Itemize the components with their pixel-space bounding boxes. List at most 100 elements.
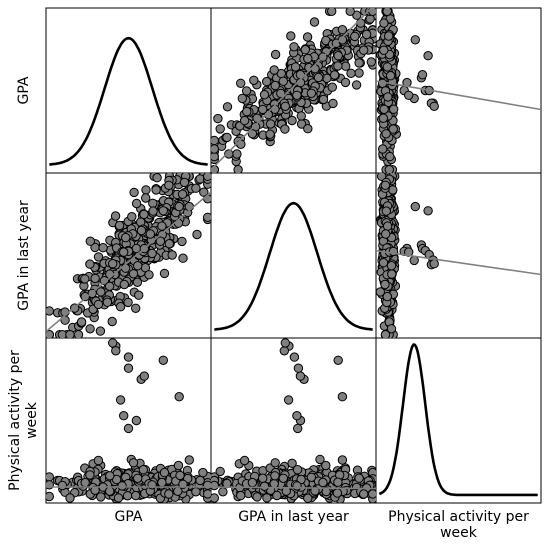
data-point xyxy=(279,346,289,356)
data-point xyxy=(368,8,376,16)
data-point xyxy=(96,492,106,502)
data-point xyxy=(152,173,162,183)
data-point xyxy=(195,475,205,486)
data-point xyxy=(93,252,104,262)
data-point xyxy=(252,492,262,502)
data-point xyxy=(293,423,303,434)
data-point xyxy=(158,206,169,216)
regression-line-1-0 xyxy=(46,191,211,333)
row-label-1-line-0: GPA in last year xyxy=(16,200,32,311)
col-label-0-line-0: GPA xyxy=(115,509,143,525)
panel-frame-0-0 xyxy=(45,7,212,174)
data-point xyxy=(361,29,372,40)
data-point xyxy=(132,277,143,287)
data-point xyxy=(148,206,158,216)
data-point xyxy=(80,477,90,488)
data-point xyxy=(93,455,104,466)
row-label-2-line-0: Physical activity per xyxy=(7,350,23,491)
data-point xyxy=(379,18,389,28)
data-point xyxy=(385,151,395,162)
data-point xyxy=(111,346,121,356)
data-point xyxy=(65,493,75,503)
data-point xyxy=(218,487,228,497)
data-point xyxy=(179,177,190,188)
data-point xyxy=(272,490,282,501)
data-point xyxy=(85,236,96,246)
scatter-panel-2-0 xyxy=(46,338,211,503)
data-point xyxy=(302,32,313,42)
data-point xyxy=(104,281,115,291)
data-point xyxy=(147,248,157,259)
data-point xyxy=(232,149,242,159)
data-point xyxy=(113,493,124,503)
data-point xyxy=(280,101,290,112)
data-point xyxy=(211,144,219,154)
scatter-panel-0-1 xyxy=(211,8,376,173)
data-point xyxy=(293,363,304,373)
data-point xyxy=(211,135,219,146)
data-point xyxy=(283,395,294,405)
data-point xyxy=(385,71,396,81)
data-point xyxy=(157,221,167,231)
data-point xyxy=(423,51,433,61)
data-point xyxy=(333,61,343,71)
data-point xyxy=(85,470,95,480)
data-point xyxy=(145,229,156,239)
data-point xyxy=(119,411,129,421)
data-point xyxy=(382,221,393,231)
data-point xyxy=(191,487,201,497)
data-point xyxy=(382,291,392,302)
col-label-1-line-0: GPA in last year xyxy=(238,509,349,525)
panel-frame-1-1 xyxy=(210,172,377,339)
data-point xyxy=(177,189,188,199)
data-point xyxy=(73,330,84,338)
data-point xyxy=(295,371,306,381)
data-point xyxy=(123,297,133,308)
data-point xyxy=(114,220,125,231)
data-point xyxy=(119,247,129,257)
data-point xyxy=(286,31,296,41)
data-point xyxy=(269,479,279,489)
data-point xyxy=(236,139,246,150)
data-point xyxy=(90,273,100,284)
data-point xyxy=(46,306,54,316)
data-point xyxy=(123,363,134,373)
data-point xyxy=(191,183,201,193)
data-point xyxy=(388,124,398,134)
data-point xyxy=(57,480,68,491)
data-point xyxy=(386,261,397,271)
data-point xyxy=(270,80,280,91)
data-point xyxy=(303,53,313,64)
data-point xyxy=(90,485,100,495)
data-point xyxy=(346,68,356,79)
data-point xyxy=(313,72,324,83)
data-point xyxy=(389,104,399,114)
data-point xyxy=(136,225,147,236)
data-point xyxy=(95,326,106,336)
scatter-panel-0-2 xyxy=(376,8,541,173)
data-point xyxy=(164,239,175,249)
data-point xyxy=(306,472,317,482)
data-point xyxy=(123,423,134,434)
data-point xyxy=(46,491,54,502)
data-point xyxy=(278,473,288,483)
data-point xyxy=(350,31,360,42)
data-point xyxy=(258,104,268,115)
data-point xyxy=(239,115,250,126)
data-point xyxy=(128,269,139,279)
data-point xyxy=(276,88,286,99)
data-point xyxy=(429,259,439,269)
scatter-panel-2-1 xyxy=(211,338,376,503)
data-point xyxy=(410,35,420,45)
data-point xyxy=(337,35,348,45)
data-point xyxy=(141,193,151,203)
data-point xyxy=(409,255,419,266)
data-point xyxy=(131,243,142,254)
data-point xyxy=(327,82,337,92)
panels xyxy=(45,7,542,504)
data-point xyxy=(404,90,414,101)
data-point xyxy=(233,165,243,173)
data-point xyxy=(265,119,276,129)
data-point xyxy=(381,206,391,216)
data-point xyxy=(404,247,414,257)
